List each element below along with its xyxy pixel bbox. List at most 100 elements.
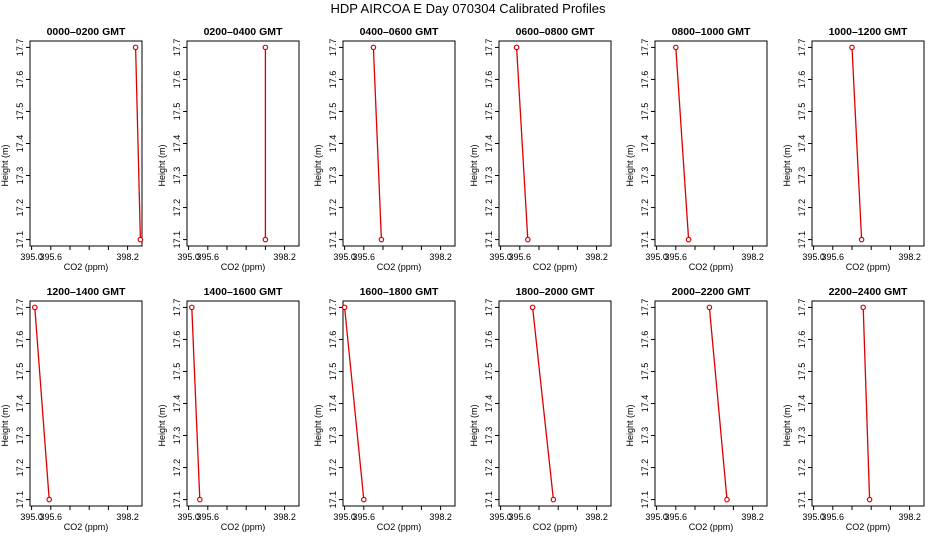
- x-axis-label: CO2 (ppm): [846, 262, 891, 272]
- data-point: [31, 304, 38, 311]
- y-tick-label: 17.5: [484, 103, 494, 121]
- y-tick-label: 17.1: [797, 231, 807, 249]
- y-tick-label: 17.6: [15, 331, 25, 349]
- y-tick-label: 17.1: [328, 491, 338, 509]
- y-tick-label: 17.2: [172, 199, 182, 217]
- y-tick-label: 17.5: [328, 363, 338, 381]
- y-tick-label: 17.2: [328, 199, 338, 217]
- y-tick-label: 17.3: [484, 167, 494, 185]
- y-tick-label: 17.4: [172, 395, 182, 413]
- y-tick-label: 17.3: [797, 427, 807, 445]
- plot-frame: [654, 40, 768, 247]
- x-tick-label: 395.0: [802, 512, 825, 522]
- data-point: [189, 304, 195, 311]
- y-axis-label: Height (m): [0, 404, 10, 446]
- panel-title: 0800–1000 GMT: [672, 26, 751, 38]
- panel-title: 2200–2400 GMT: [829, 286, 908, 298]
- x-tick-label: 395.6: [353, 252, 376, 262]
- x-tick-label: 398.2: [116, 512, 139, 522]
- panel-title: 2000–2200 GMT: [672, 286, 751, 298]
- data-point: [360, 496, 367, 503]
- y-tick-label: 17.5: [172, 103, 182, 121]
- x-tick-label: 398.2: [273, 252, 296, 262]
- x-tick-label: 398.2: [741, 252, 764, 262]
- y-axis-label: Height (m): [313, 144, 323, 186]
- y-axis-label: Height (m): [469, 144, 479, 186]
- y-tick-label: 17.5: [640, 103, 650, 121]
- y-tick-label: 17.2: [15, 199, 25, 217]
- panel-title: 1600–1800 GMT: [360, 286, 439, 298]
- y-tick-label: 17.3: [172, 427, 182, 445]
- y-axis-label: Height (m): [157, 144, 167, 186]
- y-tick-label: 17.7: [15, 299, 25, 317]
- plot-frame: [342, 300, 456, 507]
- y-tick-label: 17.2: [484, 459, 494, 477]
- x-tick-label: 395.6: [822, 512, 845, 522]
- x-axis-label: CO2 (ppm): [221, 522, 266, 532]
- y-tick-label: 17.6: [640, 71, 650, 89]
- y-tick-label: 17.7: [172, 39, 182, 57]
- x-tick-label: 395.0: [489, 512, 512, 522]
- y-tick-label: 17.5: [15, 363, 25, 381]
- x-tick-label: 395.6: [197, 512, 220, 522]
- data-point: [262, 236, 269, 243]
- x-tick-label: 398.2: [585, 252, 608, 262]
- profile-line: [862, 307, 871, 500]
- y-tick-label: 17.7: [328, 299, 338, 317]
- y-tick-label: 17.1: [172, 491, 182, 509]
- x-axis-label: CO2 (ppm): [377, 262, 422, 272]
- y-tick-label: 17.7: [484, 299, 494, 317]
- y-tick-label: 17.2: [172, 459, 182, 477]
- plot-frame: [186, 40, 300, 247]
- y-tick-label: 17.6: [328, 331, 338, 349]
- profile-line: [191, 307, 201, 500]
- plot-frame: [811, 300, 925, 507]
- y-tick-label: 17.5: [797, 103, 807, 121]
- y-tick-label: 17.2: [328, 459, 338, 477]
- data-point: [370, 44, 377, 51]
- plot-frame: [342, 40, 456, 247]
- data-point: [197, 496, 203, 503]
- figure-title: HDP AIRCOA E Day 070304 Calibrated Profi…: [330, 1, 606, 16]
- data-point: [513, 44, 520, 51]
- profile-line: [515, 47, 529, 240]
- plot-frame: [186, 300, 300, 507]
- x-axis-label: CO2 (ppm): [377, 522, 422, 532]
- panel-title: 0400–0600 GMT: [360, 26, 439, 38]
- panel-title: 1800–2000 GMT: [516, 286, 595, 298]
- y-tick-label: 17.4: [484, 135, 494, 153]
- y-tick-label: 17.2: [484, 199, 494, 217]
- y-tick-label: 17.3: [640, 167, 650, 185]
- panel-title: 1200–1400 GMT: [47, 286, 126, 298]
- y-tick-label: 17.1: [15, 491, 25, 509]
- profile-line: [675, 47, 690, 240]
- y-tick-label: 17.1: [797, 491, 807, 509]
- y-tick-label: 17.7: [328, 39, 338, 57]
- x-tick-label: 398.2: [116, 252, 139, 262]
- x-tick-label: 395.0: [20, 252, 43, 262]
- x-tick-label: 395.0: [177, 252, 200, 262]
- y-tick-label: 17.6: [797, 71, 807, 89]
- y-tick-label: 17.1: [640, 231, 650, 249]
- x-axis-label: CO2 (ppm): [533, 522, 578, 532]
- panel-title: 1000–1200 GMT: [829, 26, 908, 38]
- y-tick-label: 17.6: [172, 71, 182, 89]
- y-tick-label: 17.4: [797, 135, 807, 153]
- x-tick-label: 398.2: [273, 512, 296, 522]
- y-tick-label: 17.1: [484, 231, 494, 249]
- x-tick-label: 395.0: [177, 512, 200, 522]
- y-axis-label: Height (m): [0, 144, 10, 186]
- y-tick-label: 17.5: [484, 363, 494, 381]
- x-tick-label: 395.0: [489, 252, 512, 262]
- y-tick-label: 17.3: [172, 167, 182, 185]
- data-point: [860, 304, 867, 311]
- y-tick-label: 17.3: [484, 427, 494, 445]
- y-tick-label: 17.3: [328, 427, 338, 445]
- data-point: [524, 236, 531, 243]
- x-tick-label: 398.2: [585, 512, 608, 522]
- x-tick-label: 395.0: [645, 252, 668, 262]
